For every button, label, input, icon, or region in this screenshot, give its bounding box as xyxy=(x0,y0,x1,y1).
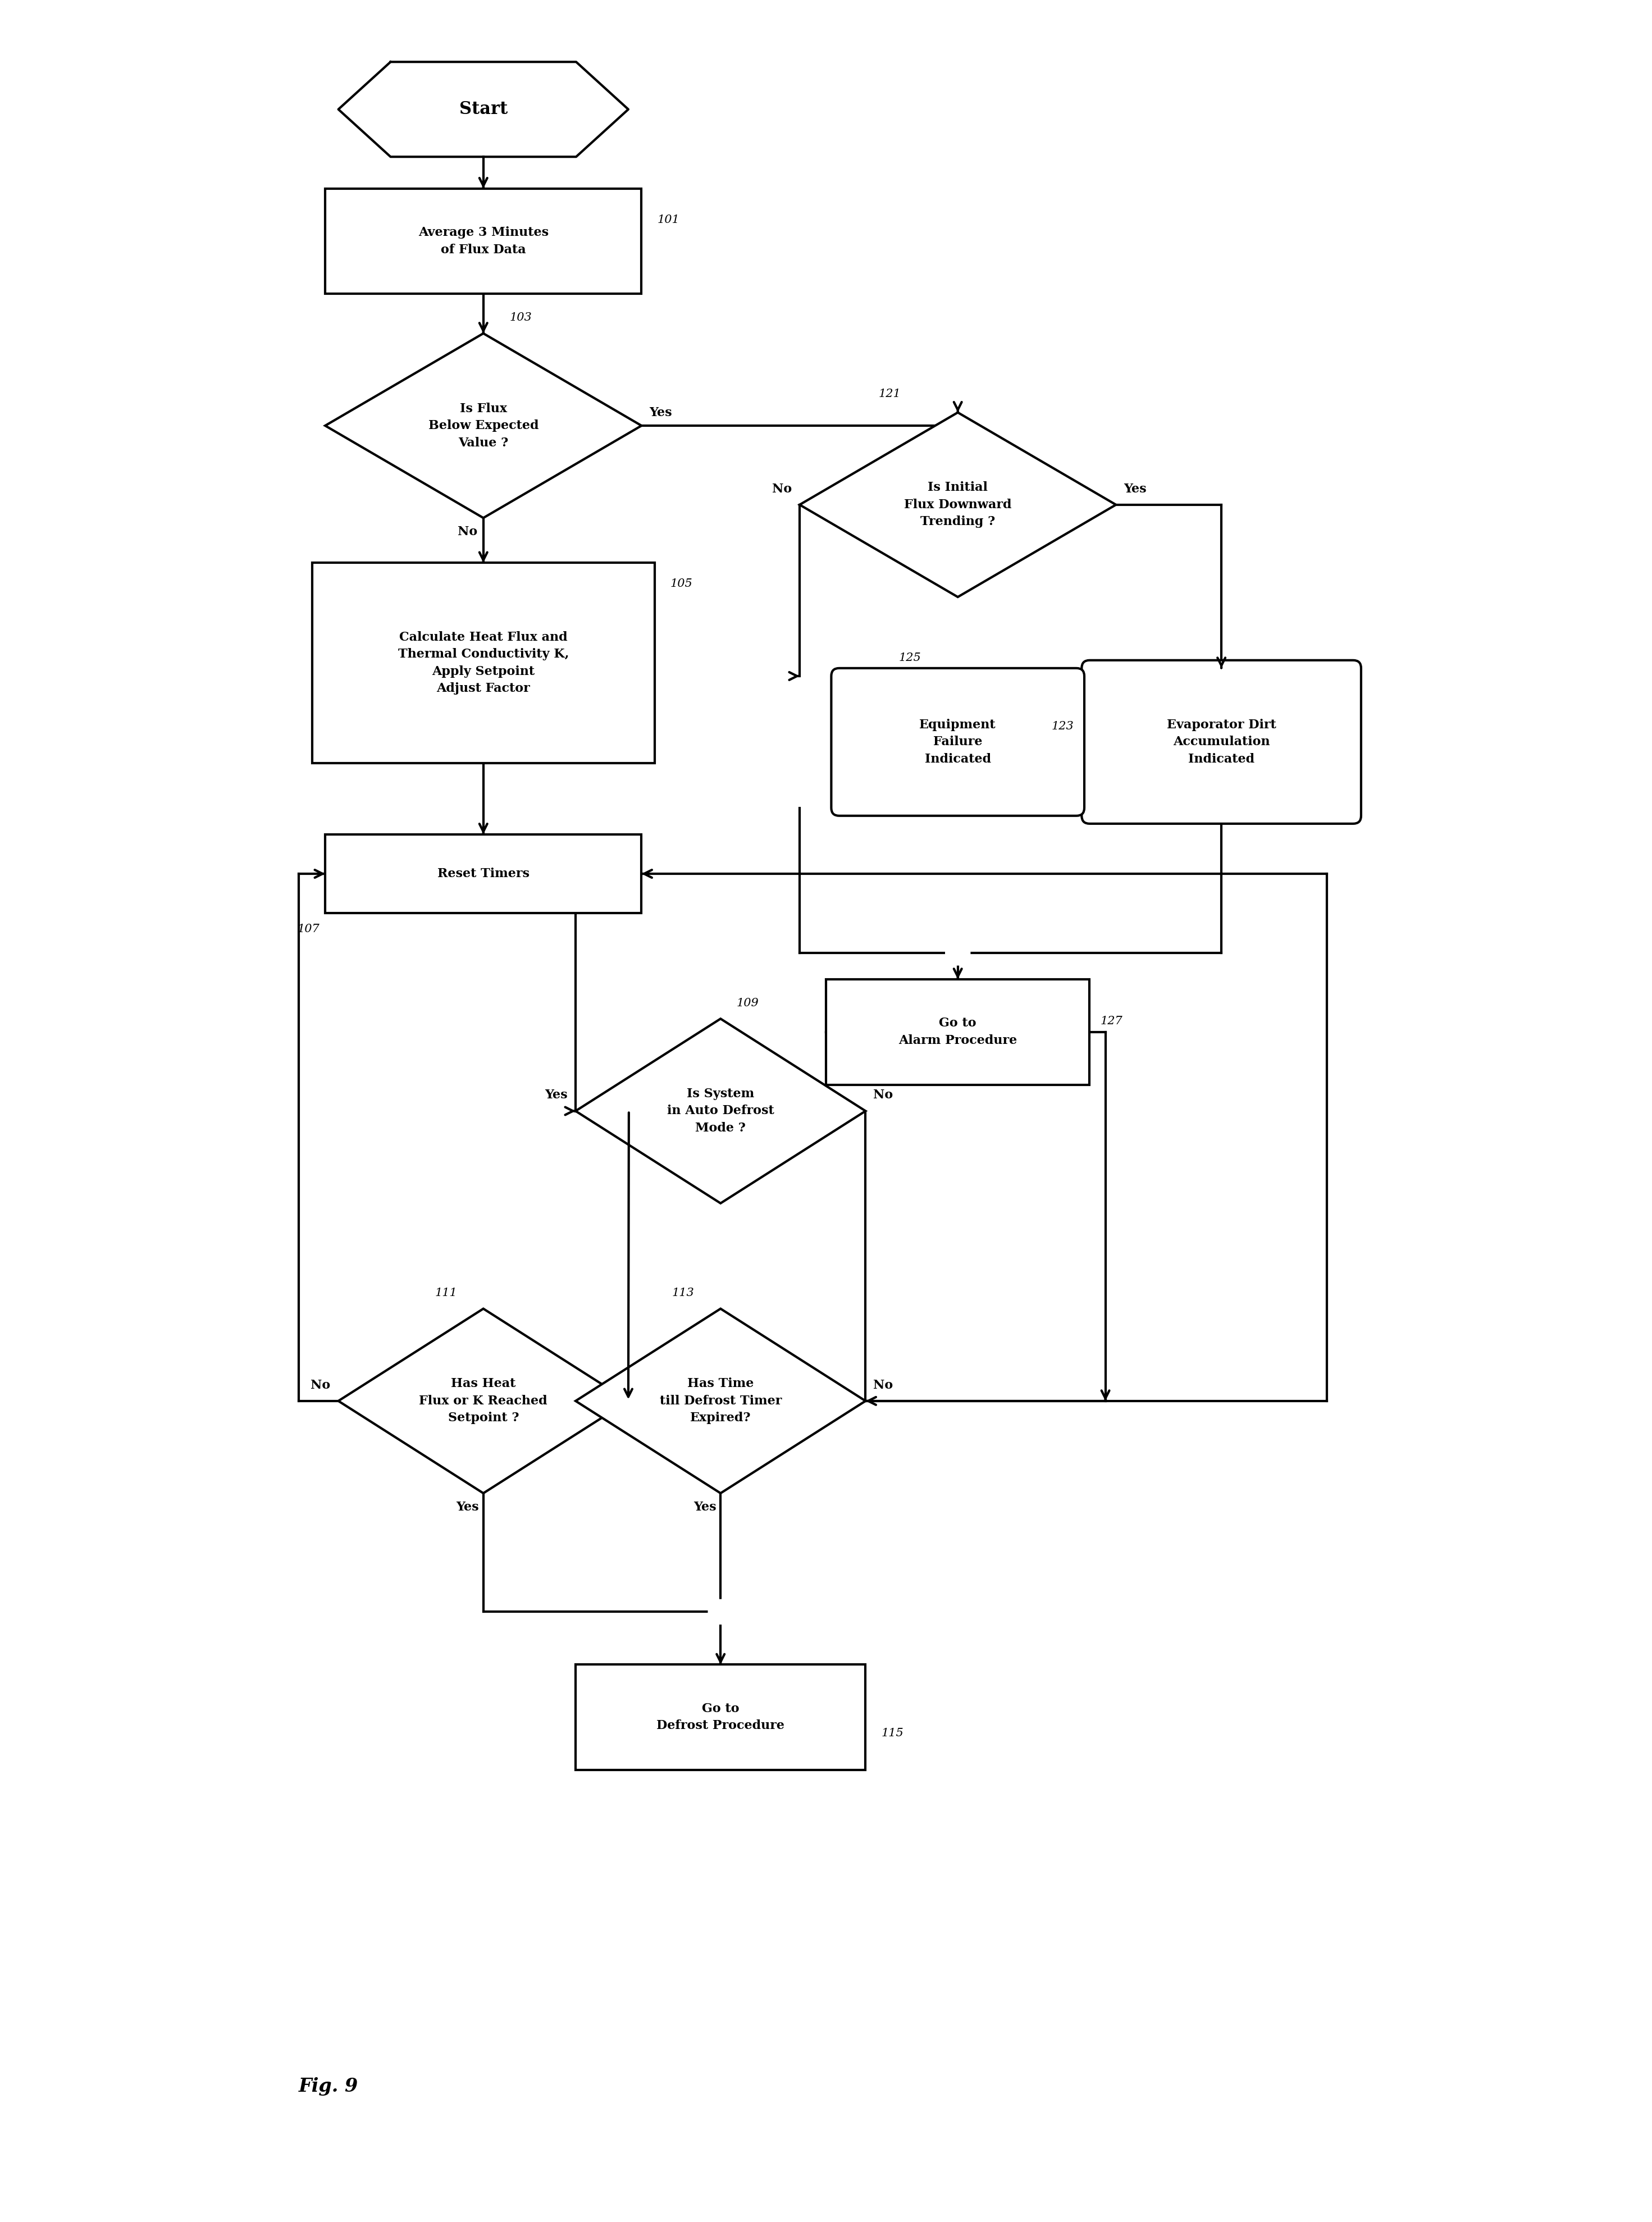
Text: Average 3 Minutes
of Flux Data: Average 3 Minutes of Flux Data xyxy=(418,227,548,256)
Bar xyxy=(325,833,641,913)
Text: No: No xyxy=(874,1380,894,1391)
Text: Go to
Defrost Procedure: Go to Defrost Procedure xyxy=(656,1702,785,1731)
Text: Yes: Yes xyxy=(694,1502,717,1513)
Text: Reset Timers: Reset Timers xyxy=(438,867,529,880)
Text: 111: 111 xyxy=(434,1287,458,1298)
Text: No: No xyxy=(311,1380,330,1391)
Text: Has Time
till Defrost Timer
Expired?: Has Time till Defrost Timer Expired? xyxy=(659,1378,781,1424)
Text: Has Heat
Flux or K Reached
Setpoint ?: Has Heat Flux or K Reached Setpoint ? xyxy=(420,1378,547,1424)
Text: 103: 103 xyxy=(510,313,532,322)
Polygon shape xyxy=(800,413,1117,598)
Bar xyxy=(325,189,641,293)
Circle shape xyxy=(709,1600,732,1624)
Text: No: No xyxy=(874,1089,894,1102)
Polygon shape xyxy=(575,1018,866,1204)
Bar xyxy=(312,562,654,762)
Text: Fig. 9: Fig. 9 xyxy=(299,2078,358,2095)
Text: 105: 105 xyxy=(671,578,692,589)
Text: Is Flux
Below Expected
Value ?: Is Flux Below Expected Value ? xyxy=(428,402,539,449)
Text: Yes: Yes xyxy=(456,1502,479,1513)
Bar xyxy=(826,980,1090,1084)
Text: No: No xyxy=(458,527,477,538)
FancyBboxPatch shape xyxy=(1082,660,1361,824)
FancyBboxPatch shape xyxy=(831,669,1084,815)
Text: Evaporator Dirt
Accumulation
Indicated: Evaporator Dirt Accumulation Indicated xyxy=(1166,718,1275,764)
Text: Calculate Heat Flux and
Thermal Conductivity K,
Apply Setpoint
Adjust Factor: Calculate Heat Flux and Thermal Conducti… xyxy=(398,631,568,695)
Text: 121: 121 xyxy=(879,389,900,400)
Text: Is Initial
Flux Downward
Trending ?: Is Initial Flux Downward Trending ? xyxy=(904,482,1011,529)
Text: Yes: Yes xyxy=(1123,482,1146,496)
Polygon shape xyxy=(339,1309,628,1493)
Text: 115: 115 xyxy=(882,1729,904,1738)
Text: 107: 107 xyxy=(297,924,320,935)
Bar xyxy=(575,1664,866,1771)
Text: 101: 101 xyxy=(657,216,679,224)
Polygon shape xyxy=(575,1309,866,1493)
Text: 113: 113 xyxy=(672,1287,694,1298)
Text: Start: Start xyxy=(459,100,507,118)
Text: 125: 125 xyxy=(899,653,920,662)
Text: Equipment
Failure
Indicated: Equipment Failure Indicated xyxy=(920,718,996,764)
Text: No: No xyxy=(771,482,791,496)
Text: 123: 123 xyxy=(1051,720,1074,731)
Text: Yes: Yes xyxy=(649,407,672,418)
Text: Yes: Yes xyxy=(545,1089,568,1102)
Circle shape xyxy=(947,942,970,964)
Text: Is System
in Auto Defrost
Mode ?: Is System in Auto Defrost Mode ? xyxy=(667,1089,775,1133)
Text: 109: 109 xyxy=(737,998,758,1009)
Text: Go to
Alarm Procedure: Go to Alarm Procedure xyxy=(899,1018,1018,1047)
Text: 127: 127 xyxy=(1100,1015,1122,1027)
Polygon shape xyxy=(325,333,641,518)
